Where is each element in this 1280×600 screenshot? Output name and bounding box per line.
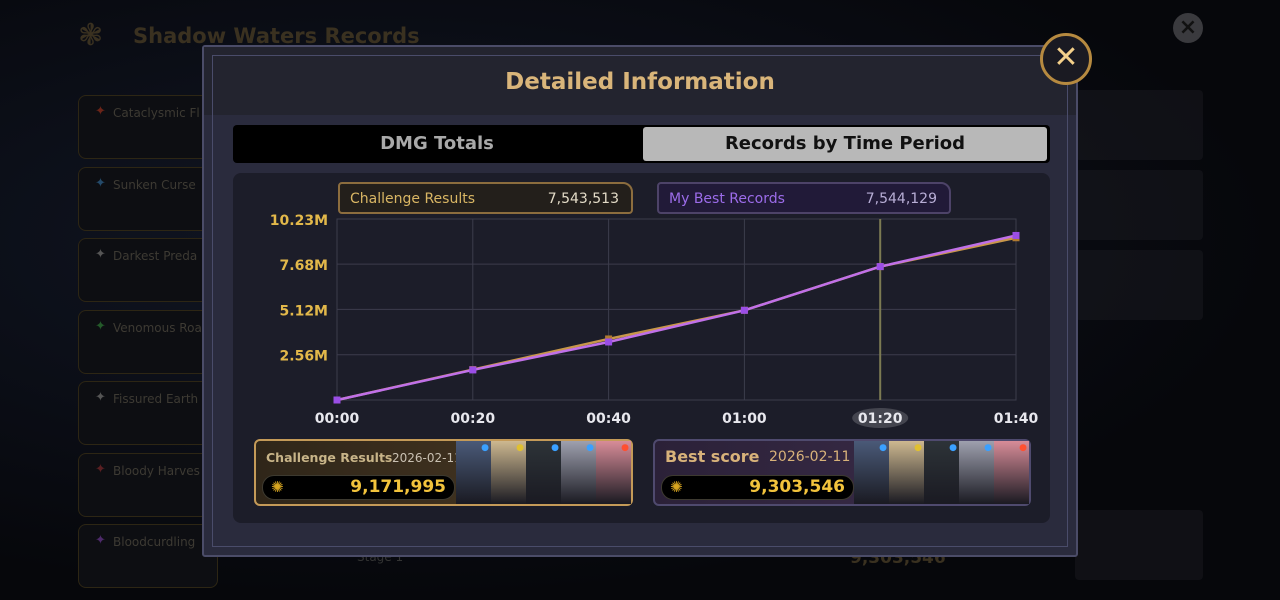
series-line-0 xyxy=(336,236,1017,402)
boss-element-icon: ✦ xyxy=(95,175,106,191)
modal-frame xyxy=(212,55,1068,547)
hero-portrait: ● xyxy=(526,441,561,504)
hero-portrait: ● xyxy=(456,441,491,504)
legend-my-best-records[interactable]: My Best Records 7,544,129 xyxy=(657,182,951,214)
best-score-card: Best score 2026-02-11 ✺ 9,303,546 ● ● ● ● ● xyxy=(653,439,1031,506)
boss-name: Cataclysmic Fl xyxy=(113,106,200,120)
element-icon: ● xyxy=(621,443,629,453)
boss-element-icon: ✦ xyxy=(95,461,106,477)
y-tick-label: 2.56M xyxy=(280,349,328,365)
element-icon: ● xyxy=(481,443,489,453)
element-icon: ● xyxy=(984,443,992,453)
background-title: Shadow Waters Records xyxy=(133,24,420,48)
hero-portrait: ● xyxy=(994,441,1029,504)
close-icon: ✕ xyxy=(1053,40,1079,75)
element-icon: ● xyxy=(551,443,559,453)
y-tick-label: 7.68M xyxy=(280,258,328,274)
kraken-icon: ✺ xyxy=(670,478,683,496)
card-label: Best score xyxy=(665,447,760,466)
card-date: 2026-02-11 xyxy=(392,451,462,465)
x-tick-label: 01:40 xyxy=(994,411,1039,427)
x-tick-label: 01:20 xyxy=(858,411,903,427)
score-value: 9,303,546 xyxy=(749,477,845,497)
modal-header: Detailed Information xyxy=(204,47,1076,115)
boss-element-icon: ✦ xyxy=(95,318,106,334)
element-icon: ● xyxy=(1019,443,1027,453)
data-point xyxy=(605,338,613,346)
hero-portrait: ● xyxy=(491,441,526,504)
boss-element-icon: ✦ xyxy=(95,390,106,405)
data-point xyxy=(740,306,748,314)
data-point xyxy=(469,366,477,374)
score-box: ✺ 9,303,546 xyxy=(661,475,854,500)
hero-portrait: ● xyxy=(924,441,959,504)
background-boss-item: ✦ Venomous Roa xyxy=(78,309,218,374)
tab-records-by-time-period[interactable]: Records by Time Period xyxy=(643,127,1047,161)
background-boss-item: ✦ Sunken Curse xyxy=(78,166,218,231)
background-close-icon[interactable]: × xyxy=(1173,13,1203,43)
hero-portrait: ● xyxy=(596,441,631,504)
hero-portrait: ● xyxy=(854,441,889,504)
data-point xyxy=(876,263,884,271)
data-point xyxy=(333,396,341,404)
background-boss-item: ✦ Bloodcurdling xyxy=(78,524,218,588)
x-tick-label: 00:20 xyxy=(451,411,496,427)
team-portraits: ● ● ● ● ● xyxy=(854,441,1029,504)
legend-value: 7,543,513 xyxy=(547,191,619,207)
hero-portrait: ● xyxy=(959,441,994,504)
x-tick-label: 00:00 xyxy=(315,411,360,427)
boss-name: Sunken Curse xyxy=(113,177,196,192)
legend-label: My Best Records xyxy=(669,191,785,207)
score-value: 9,171,995 xyxy=(350,477,446,497)
background-boss-item: ✦ Darkest Preda xyxy=(78,238,218,302)
data-point xyxy=(1012,231,1020,239)
boss-element-icon: ✦ xyxy=(95,247,106,262)
legend-value: 7,544,129 xyxy=(865,191,937,207)
boss-element-icon: ✦ xyxy=(95,104,106,119)
boss-name: Fissured Earth xyxy=(113,392,199,406)
element-icon: ● xyxy=(914,443,922,453)
boss-element-icon: ✦ xyxy=(95,533,106,548)
boss-name: Bloodcurdling xyxy=(113,535,196,549)
background-boss-item: ✦ Bloody Harves xyxy=(78,452,218,517)
series-line-1 xyxy=(336,234,1017,402)
legend-label: Challenge Results xyxy=(350,191,475,207)
card-date: 2026-02-11 xyxy=(769,449,851,465)
close-button[interactable]: ✕ xyxy=(1040,33,1092,85)
hero-portrait: ● xyxy=(889,441,924,504)
tab-bar: DMG Totals Records by Time Period xyxy=(233,125,1050,163)
y-tick-label: 5.12M xyxy=(280,303,328,319)
element-icon: ● xyxy=(586,443,594,453)
background-team-row xyxy=(1075,250,1203,320)
background-team-row xyxy=(1075,90,1203,160)
legend-challenge-results[interactable]: Challenge Results 7,543,513 xyxy=(338,182,633,214)
modal-title: Detailed Information xyxy=(505,69,775,95)
challenge-results-card: Challenge Results 2026-02-11 ✺ 9,171,995… xyxy=(254,439,633,506)
element-icon: ● xyxy=(949,443,957,453)
boss-name: Bloody Harves xyxy=(113,463,200,478)
boss-name: Venomous Roa xyxy=(113,320,202,335)
element-icon: ● xyxy=(516,443,524,453)
element-icon: ● xyxy=(879,443,887,453)
x-tick-label: 00:40 xyxy=(586,411,631,427)
boss-name: Darkest Preda xyxy=(113,249,198,263)
team-portraits: ● ● ● ● ● xyxy=(456,441,631,504)
hero-portrait: ● xyxy=(561,441,596,504)
background-team-row xyxy=(1075,170,1203,240)
tab-dmg-totals[interactable]: DMG Totals xyxy=(380,133,494,154)
score-box: ✺ 9,171,995 xyxy=(262,475,455,500)
background-boss-item: ✦ Cataclysmic Fl xyxy=(78,95,218,159)
background-boss-item: ✦ Fissured Earth xyxy=(78,381,218,445)
card-label: Challenge Results xyxy=(266,450,393,465)
y-tick-label: 10.23M xyxy=(270,213,328,229)
kraken-icon: ✺ xyxy=(271,478,284,496)
x-tick-label: 01:00 xyxy=(722,411,767,427)
background-team-row xyxy=(1075,510,1203,580)
kraken-logo-icon: ❃ xyxy=(78,18,104,53)
highlight-glow xyxy=(852,408,909,428)
